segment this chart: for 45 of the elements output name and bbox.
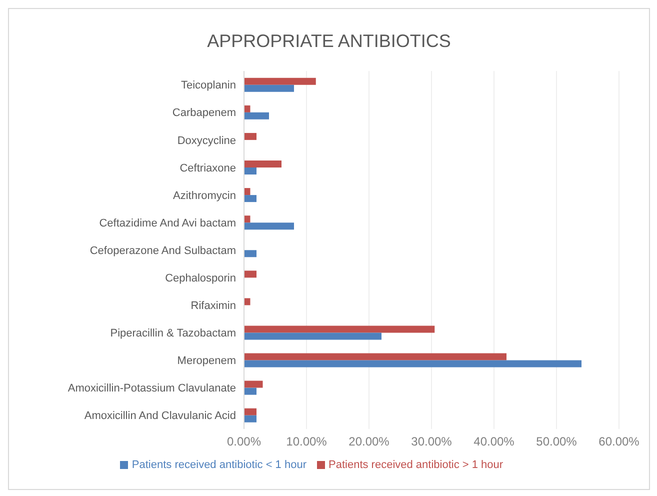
bar — [244, 408, 256, 416]
bar — [244, 188, 250, 196]
bar — [244, 78, 316, 85]
bar — [244, 160, 282, 168]
bar — [244, 112, 269, 120]
bar — [244, 360, 582, 368]
x-tick-label: 60.00% — [598, 434, 640, 449]
x-tick-label: 30.00% — [411, 434, 452, 449]
bar — [244, 216, 250, 223]
bar — [244, 298, 250, 306]
bar — [244, 353, 506, 360]
bar — [244, 132, 256, 140]
bar — [244, 105, 250, 112]
y-tick-label: Amoxicillin And Clavulanic Acid — [84, 410, 236, 422]
bar — [244, 250, 256, 258]
bar — [244, 380, 263, 388]
y-tick-label: Cephalosporin — [165, 272, 236, 284]
legend-label: Patients received antibiotic > 1 hour — [328, 459, 504, 471]
bar — [244, 168, 256, 174]
y-tick-label: Piperacillin & Tazobactam — [110, 328, 236, 340]
x-tick-label: 0.00% — [226, 434, 262, 449]
legend-label: Patients received antibiotic < 1 hour — [132, 459, 306, 471]
chart-title: APPROPRIATE ANTIBIOTICS — [206, 30, 452, 53]
bar — [244, 195, 256, 202]
bar — [244, 222, 294, 230]
y-tick-label: Teicoplanin — [180, 80, 236, 92]
y-tick-label: Carbapenem — [172, 107, 236, 120]
bar — [244, 332, 382, 340]
x-tick-label: 40.00% — [474, 434, 515, 449]
x-tick-label: 20.00% — [348, 434, 390, 449]
y-tick-label: Azithromycin — [173, 190, 236, 202]
bar — [244, 326, 435, 333]
y-tick-label: Amoxicillin-Potassium Clavulanate — [68, 382, 236, 395]
y-tick-label: Cefoperazone And Sulbactam — [90, 244, 236, 257]
x-tick-label: 10.00% — [286, 434, 328, 449]
bar — [244, 84, 294, 92]
y-tick-label: Rifaximin — [190, 300, 236, 312]
bar — [244, 415, 256, 422]
x-tick-label: 50.00% — [536, 434, 578, 449]
y-tick-label: Doxycycline — [177, 134, 236, 147]
bar — [244, 270, 256, 278]
y-tick-label: Ceftriaxone — [180, 162, 236, 174]
bar — [244, 388, 256, 395]
y-tick-label: Meropenem — [177, 355, 236, 368]
y-tick-label: Ceftazidime And Avi bactam — [99, 217, 236, 230]
